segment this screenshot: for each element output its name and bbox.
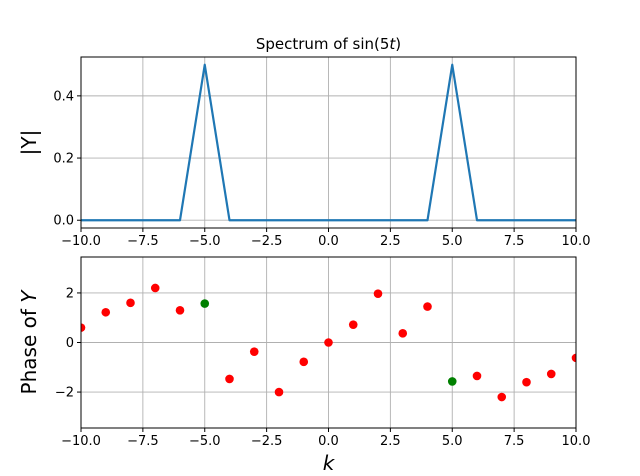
scatter-point [324, 338, 333, 347]
x-tick-label: −2.5 [251, 434, 283, 449]
x-tick-label: −5.0 [189, 234, 221, 249]
scatter-point [225, 374, 234, 384]
x-tick-label: 7.5 [504, 234, 525, 249]
x-tick-label: 0.0 [318, 234, 339, 249]
scatter-point [447, 377, 457, 386]
scatter-point [571, 353, 576, 363]
x-tick-label: −10.0 [61, 234, 101, 249]
x-tick-label: −2.5 [251, 234, 283, 249]
y-tick-label: 0.4 [53, 89, 74, 104]
bottom-y-axis-label-prefix: Phase of [17, 303, 41, 395]
x-tick-label: 0.0 [318, 434, 339, 449]
y-tick-label: −2 [55, 386, 74, 401]
x-tick-label: 2.5 [380, 434, 401, 449]
scatter-point [101, 307, 111, 317]
scatter-point [546, 369, 556, 379]
x-tick-label: −10.0 [61, 434, 101, 449]
scatter-point [472, 371, 482, 381]
bottom-x-axis-label: k [323, 451, 336, 475]
y-tick-label: 0.2 [53, 152, 74, 167]
x-tick-label: 5.0 [442, 234, 463, 249]
scatter-point [423, 302, 432, 311]
scatter-point [150, 283, 160, 293]
scatter-point [200, 299, 210, 308]
y-tick-label: 0 [66, 336, 74, 351]
x-tick-label: 5.0 [442, 434, 463, 449]
scatter-point [299, 357, 309, 367]
scatter-point [522, 377, 531, 387]
x-tick-label: 10.0 [562, 234, 591, 249]
x-tick-label: −5.0 [189, 434, 221, 449]
top-series [81, 63, 576, 222]
bottom-series [81, 283, 576, 402]
scatter-point [81, 323, 86, 332]
x-tick-label: 10.0 [562, 434, 591, 449]
scatter-points [81, 283, 576, 402]
chart-title-var: t [389, 35, 396, 53]
scatter-point [398, 329, 408, 338]
bottom-y-axis-label-var: Y [17, 289, 41, 303]
x-tick-label: 7.5 [504, 434, 525, 449]
phase-plot: −10.0 −7.5 −5.0 −2.5 0.0 2.5 5.0 7.5 10.0 −2 0 2 Ph… [17, 256, 591, 475]
y-tick-label: 2 [66, 286, 74, 301]
chart-title-prefix: Spectrum of sin(5 [256, 35, 390, 53]
scatter-point [497, 392, 507, 402]
scatter-point [373, 289, 383, 298]
scatter-point [175, 305, 185, 315]
top-grid [80, 57, 577, 228]
chart-title-suffix: ) [395, 35, 401, 53]
x-tick-label: −7.5 [127, 434, 159, 449]
scatter-point [348, 320, 358, 329]
spectrum-magnitude-plot: −10.0 −7.5 −5.0 −2.5 0.0 2.5 5.0 7.5 10.0 0.0 0.2 0… [17, 35, 590, 249]
scatter-point [249, 347, 259, 356]
bottom-ticks: −10.0 −7.5 −5.0 −2.5 0.0 2.5 5.0 7.5 10.0 −2 0 2 [55, 286, 591, 449]
top-ticks: −10.0 −7.5 −5.0 −2.5 0.0 2.5 5.0 7.5 10.0 0.0 0.2 0… [53, 89, 590, 249]
scatter-point [274, 387, 284, 397]
top-y-axis-label: |Y| [17, 130, 41, 156]
chart-title: Spectrum of sin(5t) [256, 35, 401, 53]
x-tick-label: 2.5 [380, 234, 401, 249]
scatter-point [126, 298, 135, 308]
y-tick-label: 0.0 [53, 214, 74, 229]
bottom-y-axis-label: Phase of Y [17, 289, 41, 395]
series-line [81, 63, 576, 222]
x-tick-label: −7.5 [127, 234, 159, 249]
